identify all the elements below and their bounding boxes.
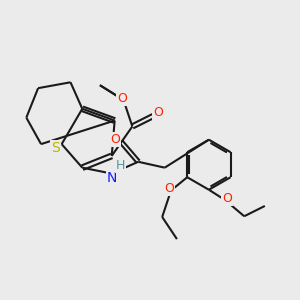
Text: O: O — [110, 133, 120, 146]
Text: S: S — [51, 141, 60, 154]
Text: H: H — [116, 159, 125, 172]
Text: N: N — [106, 171, 117, 185]
Text: O: O — [153, 106, 163, 119]
Text: O: O — [165, 182, 175, 195]
Text: O: O — [117, 92, 127, 105]
Text: O: O — [222, 192, 232, 205]
